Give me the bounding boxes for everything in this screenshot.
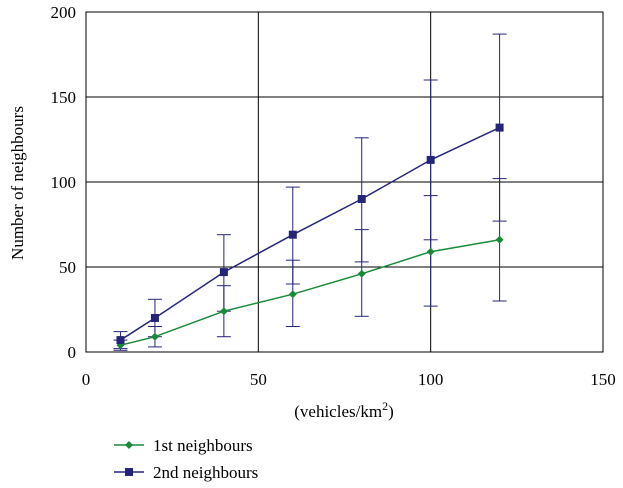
data-point-square	[357, 195, 366, 203]
x-axis-label: (vehicles/km2)	[294, 399, 393, 421]
series-layer	[113, 33, 507, 351]
x-axis-label-suffix: )	[388, 402, 394, 421]
series-line-2	[120, 126, 500, 341]
data-point-diamond	[426, 247, 435, 256]
data-point-diamond	[495, 235, 504, 244]
x-tick-label: 0	[82, 370, 91, 389]
data-point-square	[426, 155, 435, 164]
y-tick-label: 100	[51, 173, 77, 192]
x-axis-label-superscript: 2	[382, 399, 388, 413]
legend-label: 2nd neighbours	[153, 463, 258, 482]
data-point-diamond	[357, 269, 366, 278]
legend-item-2nd: 2nd neighbours	[114, 463, 258, 482]
series-line-1	[120, 239, 500, 346]
legend: 1st neighbours 2nd neighbours	[114, 436, 258, 482]
y-tick-label: 50	[59, 258, 76, 277]
data-point-square	[288, 230, 297, 239]
data-point-square	[495, 123, 504, 132]
tick-labels: 0 50 100 150 200 0 50 100 150	[51, 3, 616, 389]
y-axis-label: Number of neighbours	[8, 106, 27, 260]
legend-item-1st: 1st neighbours	[114, 436, 253, 455]
data-point-square	[219, 268, 228, 277]
data-point-diamond	[150, 332, 159, 341]
x-tick-label: 100	[418, 370, 444, 389]
plot-frame	[85, 11, 604, 353]
data-point-diamond	[219, 307, 228, 316]
legend-square-marker	[125, 468, 133, 476]
legend-label: 1st neighbours	[153, 436, 253, 455]
y-tick-label: 200	[51, 3, 77, 22]
grid	[85, 11, 604, 353]
y-tick-label: 0	[68, 343, 77, 362]
x-tick-label: 50	[250, 370, 267, 389]
y-tick-label: 150	[51, 88, 77, 107]
data-point-diamond	[288, 290, 297, 299]
x-axis-label-main: (vehicles/km	[294, 402, 382, 421]
legend-diamond-marker	[125, 441, 133, 449]
data-point-square	[150, 314, 159, 322]
x-tick-label: 150	[590, 370, 616, 389]
data-point-square	[116, 336, 125, 345]
